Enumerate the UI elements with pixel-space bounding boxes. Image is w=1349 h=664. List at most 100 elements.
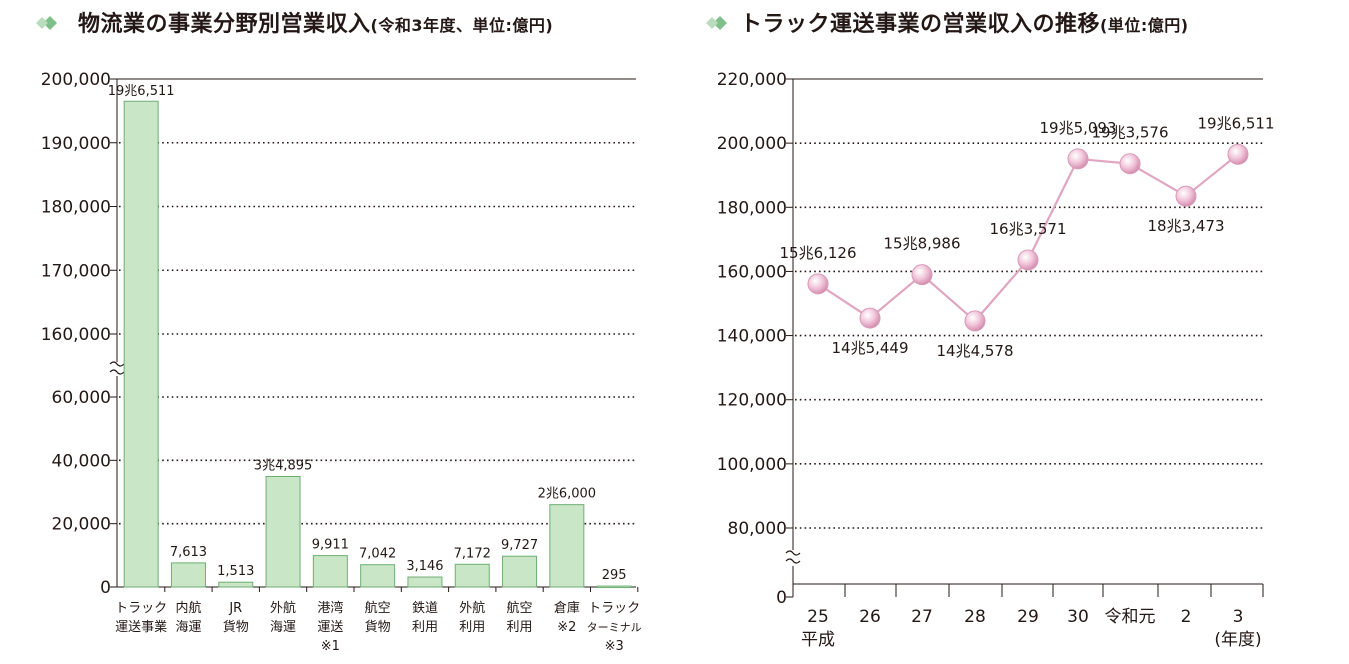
x-category-label: 航空 — [507, 600, 533, 616]
x-category-label: 令和元 — [1105, 607, 1156, 627]
y-tick-label: 0 — [776, 588, 787, 608]
y-tick-label: 60,000 — [52, 388, 111, 408]
x-category-label: 航空 — [365, 600, 391, 616]
data-label: 3兆4,895 — [254, 458, 313, 473]
x-category-label: ※1 — [321, 639, 340, 654]
x-category-label: JR — [228, 601, 242, 616]
diamond-icon — [36, 16, 57, 30]
y-tick-label: 160,000 — [717, 262, 787, 282]
x-category-label: 27 — [911, 607, 933, 627]
y-tick-label: 140,000 — [717, 327, 787, 347]
x-category-label: 倉庫 — [554, 601, 580, 616]
y-tick-label: 20,000 — [52, 515, 111, 535]
data-label: 19兆6,511 — [1197, 114, 1274, 132]
data-label: 9,911 — [312, 538, 349, 553]
x-category-label: 海運 — [270, 620, 296, 635]
y-tick-label: 220,000 — [717, 70, 787, 90]
data-point — [1017, 249, 1039, 271]
data-label: 7,172 — [454, 546, 491, 561]
x-category-label: 外航 — [459, 600, 485, 616]
x-category-label: 2 — [1181, 607, 1192, 627]
y-tick-label: 0 — [100, 578, 111, 598]
data-point — [1227, 143, 1249, 165]
x-category-label: 利用 — [507, 620, 533, 635]
x-category-label: 鉄道 — [412, 601, 438, 616]
data-label: 2兆6,000 — [538, 487, 597, 502]
data-label: 19兆5,093 — [1039, 119, 1116, 137]
right-chart-panel: トラック運送事業の営業収入の推移(単位:億円) 220,000 200,000 18… — [690, 0, 1349, 664]
x-category-label: トラック — [115, 601, 167, 616]
x-category-label: 運送事業 — [115, 619, 167, 635]
bar — [312, 555, 348, 588]
data-label: 3,146 — [406, 559, 443, 574]
y-tick-label: 200,000 — [41, 70, 111, 90]
data-point — [964, 310, 986, 332]
x-category-label: 外航 — [270, 600, 296, 616]
bar — [265, 475, 301, 588]
x-category-label: 港湾 — [317, 600, 343, 616]
x-category-label: 30 — [1067, 607, 1089, 627]
bar — [502, 555, 538, 588]
data-label: 7,042 — [359, 547, 396, 562]
data-label: 14兆5,449 — [831, 339, 908, 357]
x-category-sublabel: 平成 — [801, 630, 835, 650]
y-tick-label: 80,000 — [728, 519, 787, 539]
right-chart-unit: (単位:億円) — [1100, 16, 1189, 35]
data-point — [1067, 148, 1089, 170]
bar — [360, 564, 396, 588]
bar — [218, 581, 254, 588]
bar-chart: 200,000 190,000 180,000 170,000 160,000 60,00… — [41, 70, 642, 654]
y-tick-label: 180,000 — [717, 198, 787, 218]
data-label: 16兆3,571 — [989, 220, 1066, 238]
y-tick-label: 170,000 — [41, 261, 111, 281]
x-category-label: 貨物 — [223, 619, 249, 635]
data-label: 1,513 — [217, 564, 254, 579]
bar — [123, 100, 159, 588]
data-label: 295 — [602, 568, 627, 583]
x-category-label: 運送 — [317, 620, 343, 635]
x-category-label: 29 — [1017, 607, 1039, 627]
data-label: 15兆8,986 — [883, 235, 960, 253]
data-point — [1175, 185, 1197, 207]
x-category-label: 利用 — [459, 620, 485, 635]
y-tick-label: 180,000 — [41, 198, 111, 218]
left-chart-unit: (令和3年度、単位:億円) — [370, 16, 554, 35]
diamond-icon — [706, 16, 727, 30]
axis-break-mark — [109, 361, 125, 375]
left-chart-panel: 物流業の事業分野別営業収入(令和3年度、単位:億円) 200,000 190,00… — [0, 0, 660, 664]
x-category-label: 3 — [1233, 607, 1244, 627]
y-tick-label: 40,000 — [52, 451, 111, 471]
y-tick-label: 190,000 — [41, 134, 111, 154]
x-category-label: 28 — [964, 607, 986, 627]
x-category-label: ※2 — [557, 620, 576, 635]
x-category-label: 25 — [807, 607, 829, 627]
x-category-sublabel: (年度) — [1214, 630, 1261, 650]
data-label: 18兆3,473 — [1147, 217, 1224, 235]
y-tick-label: 200,000 — [717, 134, 787, 154]
bar — [170, 562, 206, 588]
data-label: 15兆6,126 — [779, 244, 856, 262]
bar — [596, 585, 632, 589]
data-label: 19兆3,576 — [1091, 124, 1168, 142]
x-category-label: 海運 — [175, 620, 201, 635]
x-category-label: トラック — [588, 601, 640, 616]
data-point — [911, 264, 933, 286]
line-chart: 220,000 200,000 180,000 160,000 140,000 120,0… — [717, 70, 1275, 650]
y-tick-label: 100,000 — [717, 455, 787, 475]
data-label: 7,613 — [170, 545, 207, 560]
x-category-label: 貨物 — [365, 619, 391, 635]
axis-break-mark — [785, 550, 801, 564]
y-tick-label: 120,000 — [717, 391, 787, 411]
right-chart-title: トラック運送事業の営業収入の推移(単位:億円) — [740, 12, 1189, 37]
x-category-label: 26 — [859, 607, 881, 627]
x-category-label: 利用 — [412, 620, 438, 635]
bar — [454, 563, 490, 588]
x-category-label: ターミナル — [587, 621, 642, 634]
bar — [549, 504, 585, 588]
x-category-label: ※3 — [605, 639, 624, 654]
data-point — [1119, 153, 1141, 175]
y-tick-label: 160,000 — [41, 325, 111, 345]
bar — [407, 576, 443, 588]
data-point — [807, 273, 829, 295]
data-label: 19兆6,511 — [108, 84, 175, 99]
